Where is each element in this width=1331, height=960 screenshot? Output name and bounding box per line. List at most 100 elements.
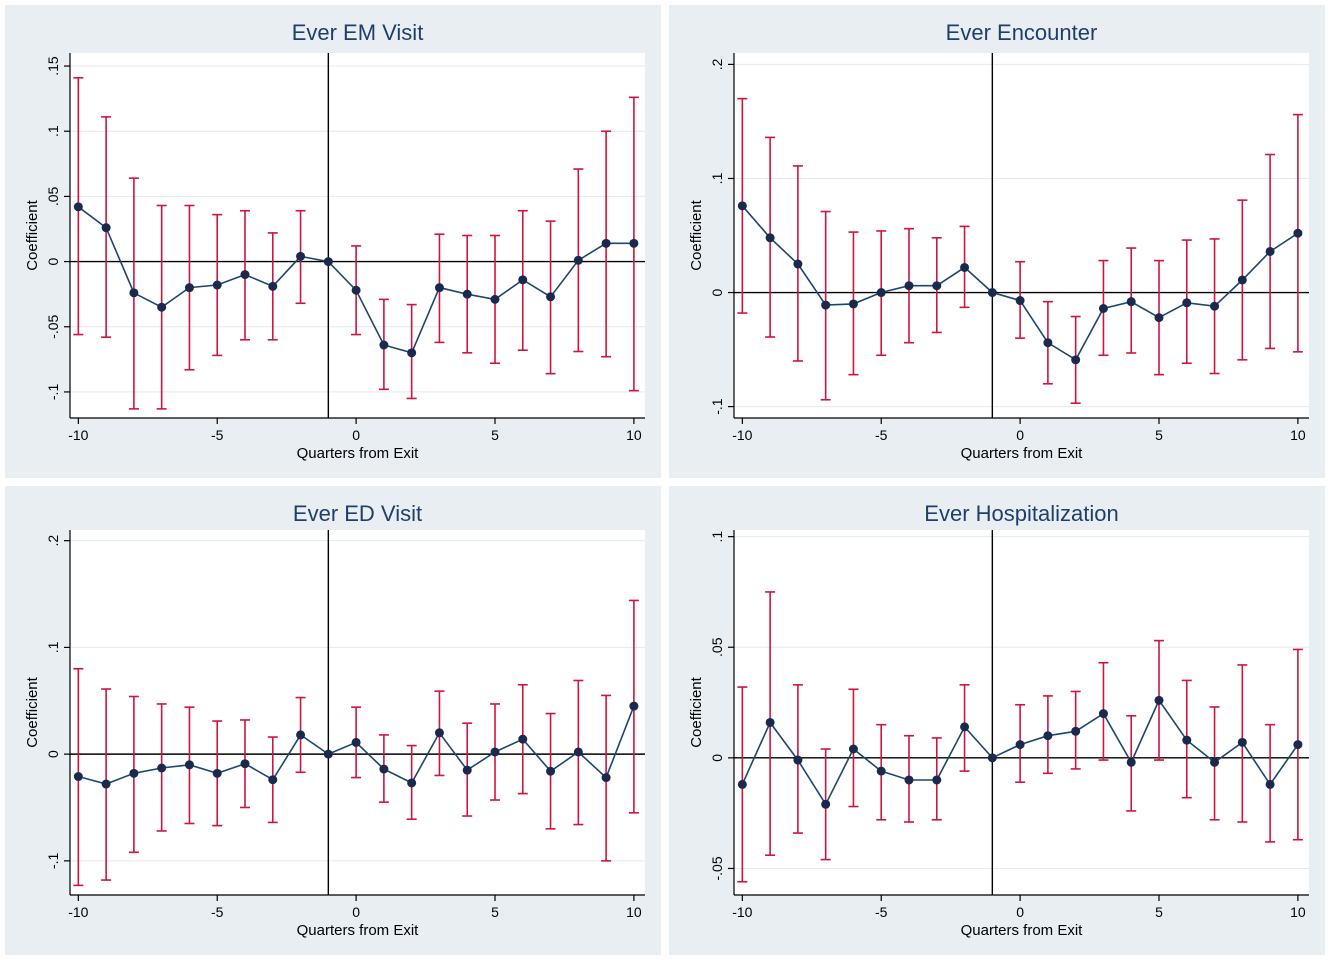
data-point [793, 259, 803, 269]
y-tick-label: -.1 [45, 384, 61, 401]
data-point [1071, 355, 1081, 365]
data-point [101, 223, 111, 233]
data-point [1182, 298, 1192, 308]
data-point [157, 302, 167, 312]
data-point [268, 281, 278, 291]
y-axis-title: Coefficient [24, 199, 41, 270]
data-point [629, 701, 639, 711]
data-point [1210, 301, 1220, 311]
data-point [296, 730, 306, 740]
x-axis-title: Quarters from Exit [297, 922, 420, 939]
chart-title: Ever Encounter [946, 20, 1098, 45]
data-point [73, 202, 83, 212]
data-point [1293, 740, 1303, 750]
y-tick-label: 0 [45, 257, 61, 265]
data-point [1293, 228, 1303, 238]
data-point [490, 747, 500, 757]
y-tick-label: .1 [709, 172, 725, 184]
data-point [1237, 275, 1247, 285]
data-point [960, 722, 970, 732]
x-tick-label: 10 [1290, 427, 1306, 443]
plot-area [734, 53, 1309, 418]
data-point [184, 283, 194, 293]
x-tick-label: -10 [68, 427, 88, 443]
x-tick-label: 0 [1016, 904, 1024, 920]
chart-title: Ever Hospitalization [924, 501, 1118, 526]
data-point [821, 799, 831, 809]
x-tick-label: 0 [352, 427, 360, 443]
x-tick-label: 5 [491, 904, 499, 920]
data-point [129, 768, 139, 778]
data-point [101, 779, 111, 789]
data-point [1265, 246, 1275, 256]
y-axis-title: Coefficient [24, 676, 41, 747]
data-point [323, 257, 333, 267]
y-tick-label: .2 [45, 535, 61, 547]
data-point [212, 768, 222, 778]
y-tick-label: -.05 [45, 314, 61, 338]
x-tick-label: -5 [211, 904, 224, 920]
data-point [987, 288, 997, 298]
data-point [518, 275, 528, 285]
chart-title: Ever ED Visit [293, 501, 422, 526]
data-point [737, 201, 747, 211]
data-point [296, 251, 306, 261]
data-point [240, 759, 250, 769]
data-point [462, 289, 472, 299]
data-point [73, 772, 83, 782]
data-point [546, 292, 556, 302]
x-tick-label: -5 [875, 427, 888, 443]
chart-svg: Ever Hospitalization .1 .05 0 -.05 -10 -5 0 5 10 Q… [688, 501, 1309, 939]
panel-ever-encounter: Ever Encounter .2 .1 0 -.1 -10 -5 0 5 10 Quarters … [669, 5, 1325, 478]
data-point [157, 763, 167, 773]
data-point [240, 270, 250, 280]
data-point [1043, 338, 1053, 348]
x-tick-label: -10 [732, 904, 752, 920]
data-point [1098, 304, 1108, 313]
data-point [932, 775, 942, 785]
data-point [1237, 737, 1247, 747]
x-tick-label: 10 [626, 427, 642, 443]
data-point [490, 294, 500, 304]
x-tick-label: 0 [1016, 427, 1024, 443]
y-tick-label: .15 [45, 56, 61, 76]
data-point [848, 744, 858, 754]
x-tick-label: 5 [1155, 427, 1163, 443]
data-point [184, 760, 194, 770]
y-tick-label: 0 [709, 754, 725, 762]
data-point [573, 255, 583, 265]
data-point [960, 262, 970, 272]
data-point [268, 775, 278, 785]
data-point [629, 238, 639, 248]
data-point [904, 281, 914, 291]
data-point [407, 348, 417, 358]
y-tick-label: -.05 [709, 856, 725, 880]
plot-area [70, 530, 645, 895]
data-point [462, 765, 472, 775]
data-point [821, 300, 831, 310]
chart-svg: Ever ED Visit .2 .1 0 -.1 -10 -5 0 5 10 Quarters f… [24, 501, 645, 939]
x-tick-label: -5 [875, 904, 888, 920]
data-point [212, 280, 222, 290]
data-point [1071, 726, 1081, 736]
data-point [351, 737, 361, 747]
data-point [379, 764, 389, 774]
x-tick-label: 0 [352, 904, 360, 920]
panel-ever-em-visit: Ever EM Visit .15 .1 .05 0 -.05 -.1 -10 -5 0 5 10 Qu… [5, 5, 661, 478]
data-point [1043, 731, 1053, 741]
x-axis-title: Quarters from Exit [961, 922, 1084, 939]
data-point [1154, 695, 1164, 705]
x-tick-label: 10 [626, 904, 642, 920]
data-point [1126, 297, 1136, 307]
data-point [129, 288, 139, 298]
data-point [351, 285, 361, 295]
plot-area [734, 530, 1309, 895]
x-axis-title: Quarters from Exit [297, 445, 420, 462]
data-point [1098, 709, 1108, 719]
data-point [1182, 735, 1192, 745]
data-point [793, 755, 803, 765]
chart-title: Ever EM Visit [292, 20, 424, 45]
data-point [848, 299, 858, 309]
data-point [573, 747, 583, 757]
data-point [737, 779, 747, 789]
